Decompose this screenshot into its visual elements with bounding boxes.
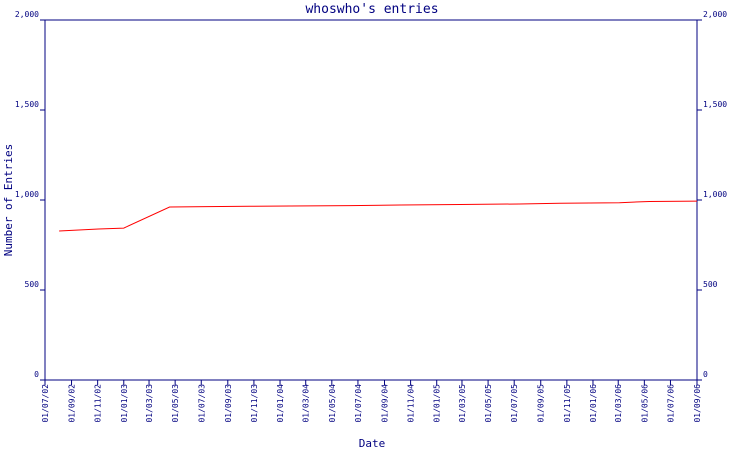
x-tick-label: 01/09/05 <box>537 384 546 423</box>
x-tick-label: 01/05/04 <box>328 384 337 423</box>
x-tick-label: 01/09/04 <box>380 384 389 423</box>
x-tick-label: 01/01/06 <box>589 384 598 423</box>
y-tick-label: 0 <box>34 370 39 379</box>
x-tick-label: 01/03/04 <box>302 384 311 423</box>
x-tick-label: 01/01/03 <box>120 384 129 423</box>
x-tick-label: 01/05/03 <box>171 384 180 423</box>
x-tick-label: 01/03/05 <box>458 384 467 423</box>
x-tick-label: 01/03/03 <box>145 384 154 423</box>
y-tick-label: 1,000 <box>15 190 39 199</box>
y-tick-label-right: 2,000 <box>703 10 727 19</box>
y-axis-label: Number of Entries <box>2 144 15 257</box>
x-tick-label: 01/09/02 <box>68 384 77 423</box>
y-tick-label-right: 0 <box>703 370 708 379</box>
x-tick-label: 01/09/06 <box>693 384 702 423</box>
x-tick-label: 01/11/04 <box>407 384 416 423</box>
series-line <box>59 200 698 232</box>
x-tick-label: 01/05/05 <box>484 384 493 423</box>
x-axis-label: Date <box>359 437 386 450</box>
y-tick-label: 2,000 <box>15 10 39 19</box>
x-tick-label: 01/07/05 <box>510 384 519 423</box>
x-tick-label: 01/07/03 <box>197 384 206 423</box>
y-tick-label-right: 500 <box>703 280 718 289</box>
chart-title: whoswho's entries <box>305 2 438 17</box>
x-tick-label: 01/07/02 <box>41 384 50 423</box>
x-tick-label: 01/07/06 <box>666 384 675 423</box>
x-tick-label: 01/11/05 <box>563 384 572 423</box>
x-tick-label: 01/07/04 <box>354 384 363 423</box>
y-tick-label: 1,500 <box>15 100 39 109</box>
x-tick-label: 01/05/06 <box>640 384 649 423</box>
x-tick-label: 01/09/03 <box>224 384 233 423</box>
x-tick-label: 01/03/06 <box>614 384 623 423</box>
x-tick-label: 01/01/05 <box>433 384 442 423</box>
y-tick-label-right: 1,500 <box>703 100 727 109</box>
x-tick-label: 01/01/04 <box>276 384 285 423</box>
y-tick-label: 500 <box>25 280 40 289</box>
y-tick-label-right: 1,000 <box>703 190 727 199</box>
x-tick-label: 01/11/03 <box>250 384 259 423</box>
x-tick-label: 01/11/02 <box>94 384 103 423</box>
plot-frame <box>44 19 698 381</box>
